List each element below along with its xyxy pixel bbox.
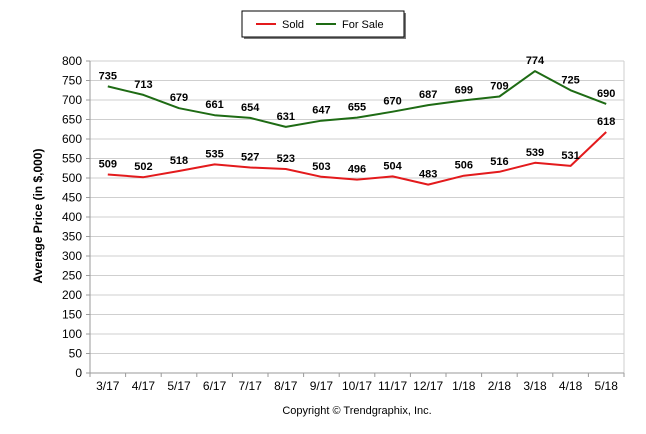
y-tick-label: 450	[62, 191, 82, 205]
x-tick-label: 1/18	[452, 379, 476, 393]
y-tick-label: 150	[62, 308, 82, 322]
data-label-for-sale: 661	[205, 99, 223, 111]
data-label-for-sale: 679	[170, 92, 188, 104]
data-label-sold: 618	[597, 116, 615, 128]
x-tick-label: 4/17	[132, 379, 156, 393]
y-axis-title: Average Price (in $,000)	[31, 149, 45, 284]
y-tick-label: 100	[62, 327, 82, 341]
data-label-for-sale: 631	[277, 111, 295, 123]
data-label-sold: 531	[561, 150, 579, 162]
y-tick-label: 350	[62, 230, 82, 244]
y-tick-label: 200	[62, 288, 82, 302]
y-tick-label: 600	[62, 132, 82, 146]
x-tick-label: 8/17	[274, 379, 298, 393]
data-label-for-sale: 670	[383, 96, 401, 108]
x-tick-label: 12/17	[413, 379, 443, 393]
y-tick-label: 400	[62, 210, 82, 224]
y-tick-label: 750	[62, 74, 82, 88]
y-tick-label: 550	[62, 152, 82, 166]
x-tick-label: 3/17	[96, 379, 120, 393]
y-tick-label: 700	[62, 93, 82, 107]
data-label-for-sale: 713	[134, 79, 152, 91]
copyright-caption: Copyright © Trendgraphix, Inc.	[282, 405, 431, 417]
y-tick-label: 650	[62, 113, 82, 127]
data-label-sold: 504	[383, 160, 402, 172]
legend-label-for-sale: For Sale	[342, 19, 384, 31]
axis-layer: 0 50 100 150 200 250 300 350 400 450 500 550 600 650 7…	[62, 54, 625, 393]
data-label-layer: 509 502 518 535 527 523 503 496 504 483 506 516 539 5…	[99, 55, 616, 180]
x-tick-label: 10/17	[342, 379, 372, 393]
data-label-for-sale: 654	[241, 102, 260, 114]
legend-label-sold: Sold	[282, 19, 304, 31]
y-tick-label: 500	[62, 171, 82, 185]
data-label-for-sale: 687	[419, 89, 437, 101]
x-tick-label: 3/18	[523, 379, 547, 393]
data-label-sold: 496	[348, 164, 366, 176]
legend: Sold For Sale	[241, 10, 406, 39]
x-tick-label: 2/18	[488, 379, 512, 393]
data-label-sold: 509	[99, 158, 117, 170]
data-label-sold: 535	[205, 148, 223, 160]
series-layer	[107, 70, 607, 186]
data-label-for-sale: 735	[99, 70, 117, 82]
y-tick-label: 0	[75, 366, 82, 380]
data-label-for-sale: 655	[348, 102, 366, 114]
data-label-sold: 516	[490, 156, 508, 168]
data-label-for-sale: 774	[526, 55, 545, 67]
data-label-sold: 518	[170, 155, 188, 167]
x-tick-label: 6/17	[203, 379, 227, 393]
data-label-sold: 483	[419, 169, 437, 181]
x-tick-label: 9/17	[310, 379, 334, 393]
y-tick-label: 800	[62, 54, 82, 68]
data-label-sold: 527	[241, 151, 259, 163]
data-label-for-sale: 690	[597, 88, 615, 100]
data-label-sold: 506	[455, 160, 473, 172]
y-tick-label: 300	[62, 249, 82, 263]
x-tick-label: 11/17	[378, 379, 407, 393]
data-label-sold: 502	[134, 161, 152, 173]
data-label-for-sale: 709	[490, 80, 508, 92]
y-tick-label: 250	[62, 269, 82, 283]
data-label-for-sale: 647	[312, 105, 330, 117]
y-tick-label: 50	[69, 347, 83, 361]
x-tick-label: 7/17	[239, 379, 263, 393]
data-label-for-sale: 699	[455, 84, 473, 96]
data-label-sold: 503	[312, 161, 330, 173]
series-line-for-sale	[107, 70, 607, 128]
x-tick-label: 5/17	[167, 379, 191, 393]
x-tick-label: 4/18	[559, 379, 583, 393]
data-label-sold: 523	[277, 153, 295, 165]
data-label-for-sale: 725	[561, 74, 579, 86]
data-label-sold: 539	[526, 147, 544, 159]
series-line-sold	[107, 131, 607, 186]
x-tick-label: 5/18	[595, 379, 619, 393]
